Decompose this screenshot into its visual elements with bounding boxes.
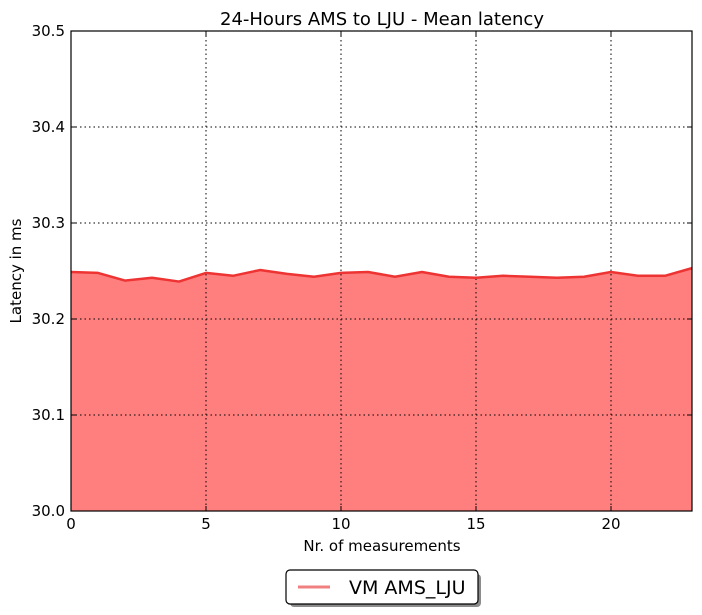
legend: VM AMS_LJU (285, 569, 481, 607)
y-tick-label: 30.5 (32, 22, 65, 40)
x-axis-label: Nr. of measurements (303, 537, 460, 555)
area-layer (71, 268, 692, 511)
plot-frame (70, 30, 693, 512)
x-tick-label: 5 (201, 515, 211, 533)
legend-label: VM AMS_LJU (349, 577, 465, 599)
y-tick-label: 30.2 (32, 310, 65, 328)
x-tick-label: 15 (466, 515, 485, 533)
tick-layer: 0 5 10 15 20 30.0 30.1 30.2 30.3 30.4 30.5 (32, 22, 692, 533)
y-tick-label: 30.0 (32, 502, 65, 520)
y-tick-label: 30.3 (32, 214, 65, 232)
y-axis-label: Latency in ms (7, 218, 25, 323)
line-layer (70, 266, 693, 283)
y-tick-label: 30.4 (32, 118, 65, 136)
chart-title: 24-Hours AMS to LJU - Mean latency (220, 9, 544, 30)
x-tick-label: 10 (331, 515, 350, 533)
y-tick-label: 30.1 (32, 406, 65, 424)
series-area (71, 268, 692, 511)
series-line (70, 266, 693, 283)
x-tick-label: 20 (601, 515, 620, 533)
x-tick-label: 0 (66, 515, 76, 533)
legend-box (285, 569, 479, 605)
